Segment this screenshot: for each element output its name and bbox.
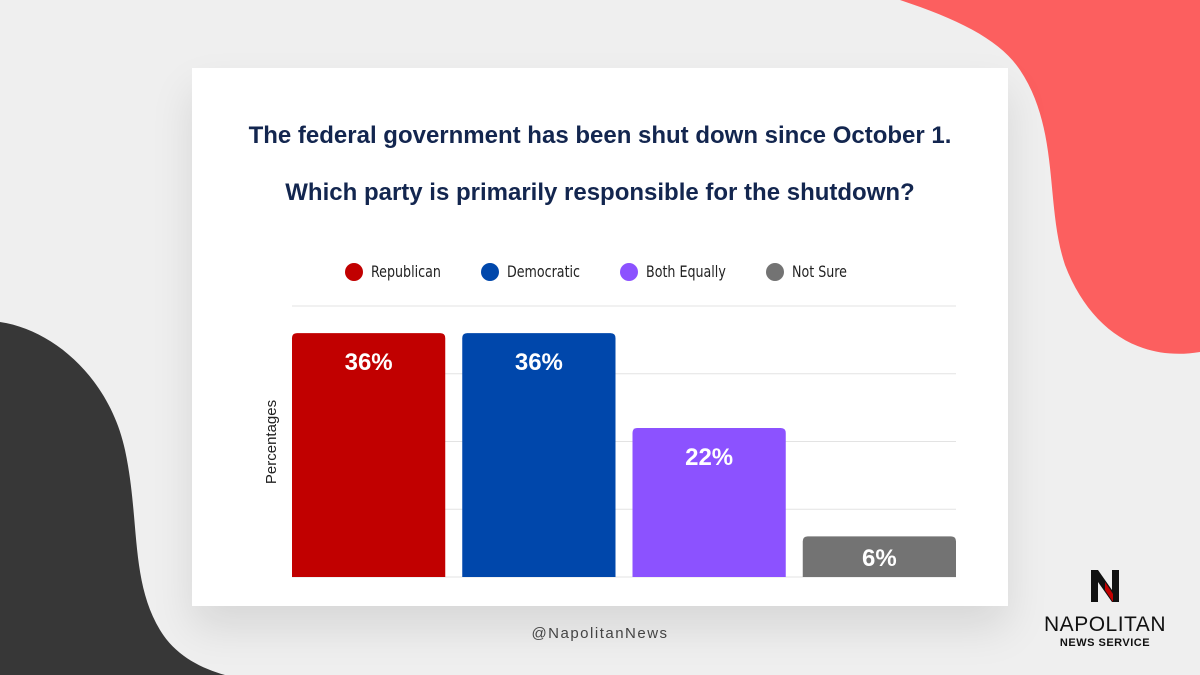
legend-label-not-sure: Not Sure (792, 262, 848, 281)
legend-item-republican: Republican (345, 262, 450, 281)
chart-title-line-1: The federal government has been shut dow… (248, 122, 952, 149)
charcoal-blob (0, 322, 225, 675)
bar-label-republican: 36% (345, 349, 393, 376)
legend-label-democratic: Democratic (506, 262, 580, 281)
y-axis-label: Percentages (263, 400, 280, 484)
chart-legend: Republican Democratic Both Equally Not S… (192, 262, 1008, 281)
bar-labels: 36% 36% 22% 6% (345, 349, 897, 572)
logo-subtitle: NEWS SERVICE (1059, 637, 1151, 649)
bar-label-not-sure: 6% (862, 545, 897, 572)
bar-label-democratic: 36% (515, 349, 563, 376)
legend-swatch-republican (345, 262, 364, 281)
legend-item-not-sure: Not Sure (766, 262, 854, 281)
legend-label-republican: Republican (371, 262, 442, 281)
bar-label-both-equally: 22% (685, 444, 733, 471)
legend-swatch-both-equally (619, 262, 638, 281)
logo-name: NAPOLITAN (1044, 613, 1166, 636)
bar-not-sure (802, 536, 956, 577)
napolitan-n-logo-icon (1091, 570, 1119, 602)
chart-title-line-2: Which party is primarily responsible for… (285, 179, 915, 206)
bar-both-equally (632, 427, 786, 577)
legend-item-democratic: Democratic (480, 262, 590, 281)
legend-swatch-democratic (480, 262, 499, 281)
bars (292, 333, 956, 577)
bar-democratic (462, 333, 616, 577)
legend-swatch-not-sure (766, 262, 785, 281)
napolitan-logo: NAPOLITAN NEWS SERVICE (1040, 568, 1170, 649)
coral-blob (900, 0, 1200, 354)
legend-label-both-equally: Both Equally (645, 262, 726, 281)
legend-item-both-equally: Both Equally (619, 262, 737, 281)
bar-republican (292, 333, 446, 577)
social-handle: @NapolitanNews (531, 625, 669, 642)
chart-card: The federal government has been shut dow… (192, 68, 1008, 606)
bar-chart: 36% 36% 22% 6% Percentages (263, 305, 956, 578)
